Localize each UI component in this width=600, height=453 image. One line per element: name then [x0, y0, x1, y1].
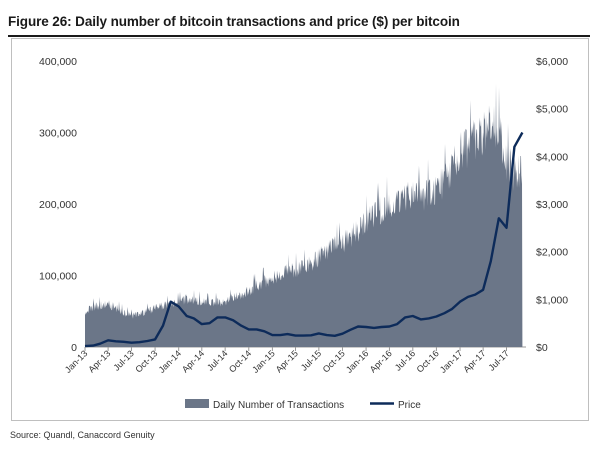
x-tick-label: Oct-15 [321, 348, 347, 374]
x-tick-label: Jul-14 [205, 348, 229, 372]
chart-frame [11, 38, 589, 421]
y-left-tick-label: 100,000 [39, 271, 77, 283]
y-right-tick-label: $1,000 [536, 294, 568, 306]
source-note: Source: Quandl, Canaccord Genuity [10, 430, 155, 440]
x-tick-label: Oct-14 [227, 348, 253, 374]
y-right-tick-label: $3,000 [536, 199, 568, 211]
x-tick-label: Apr-15 [274, 348, 300, 374]
x-tick-label: Oct-13 [133, 348, 159, 374]
x-tick-label: Jan-17 [438, 348, 465, 375]
x-tick-label: Apr-17 [461, 348, 487, 374]
legend-label-price: Price [398, 400, 421, 411]
y-right-tick-label: $0 [536, 342, 548, 354]
y-left-tick-label: 200,000 [39, 199, 77, 211]
x-tick-label: Jul-16 [393, 348, 417, 372]
x-tick-label: Jul-17 [486, 348, 510, 372]
y-right-tick-label: $2,000 [536, 247, 568, 259]
legend-label-transactions: Daily Number of Transactions [213, 400, 344, 411]
figure-title: Figure 26: Daily number of bitcoin trans… [8, 14, 460, 29]
x-tick-label: Apr-13 [86, 348, 112, 374]
x-tick-label: Jul-13 [111, 348, 135, 372]
x-tick-label: Apr-16 [368, 348, 394, 374]
x-tick-label: Jul-15 [299, 348, 323, 372]
y-left-tick-label: 0 [71, 342, 77, 354]
x-tick-label: Apr-14 [180, 348, 206, 374]
price-line [84, 131, 524, 348]
x-tick-label: Oct-16 [415, 348, 441, 374]
y-left-tick-label: 400,000 [39, 56, 77, 68]
y-right-tick-label: $4,000 [536, 151, 568, 163]
y-right-tick-label: $5,000 [536, 104, 568, 116]
x-tick-label: Jan-14 [157, 348, 184, 375]
transactions-area [85, 83, 523, 348]
y-left-tick-label: 300,000 [39, 128, 77, 140]
x-tick-label: Jan-16 [344, 348, 371, 375]
x-tick-label: Jan-15 [250, 348, 277, 375]
legend-swatch-transactions [185, 399, 209, 408]
y-right-tick-label: $6,000 [536, 56, 568, 68]
title-rule [8, 35, 590, 37]
